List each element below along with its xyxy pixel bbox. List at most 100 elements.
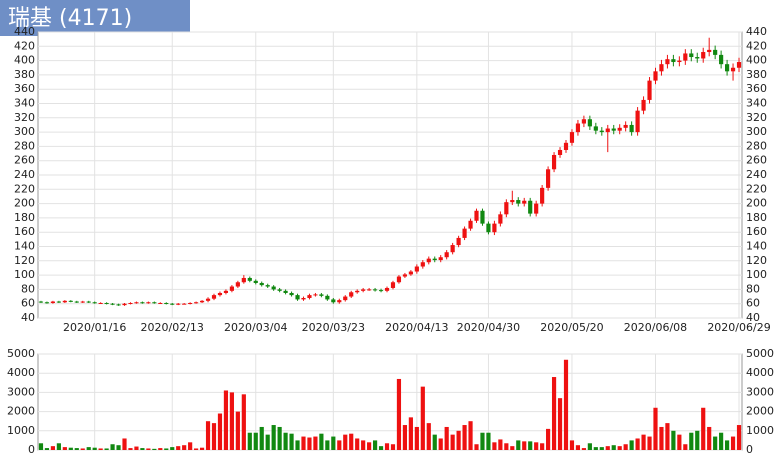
candle-body — [38, 301, 44, 303]
candle-body — [599, 130, 604, 133]
volume-tick-label-right: 1000 — [746, 424, 774, 437]
candle-body — [450, 245, 455, 253]
volume-bar — [557, 398, 563, 450]
candle-body — [319, 294, 324, 296]
volume-bar — [146, 448, 151, 450]
volume-bar — [277, 426, 282, 450]
y-tick-label: 220 — [14, 182, 35, 195]
candle-body — [325, 295, 330, 300]
x-tick-label: 2020/06/08 — [624, 321, 687, 334]
volume-bar — [498, 439, 503, 450]
candle-body — [444, 252, 449, 258]
candle-body — [713, 49, 718, 55]
volume-bar — [158, 448, 163, 450]
volume-bar — [259, 426, 264, 450]
volume-bar — [522, 441, 527, 450]
candle-body — [122, 303, 127, 306]
candle-body — [563, 142, 569, 150]
volume-bar — [438, 438, 443, 450]
volume-bar — [724, 440, 730, 450]
x-tick-label: 2020/05/20 — [540, 321, 603, 334]
candle-body — [164, 302, 169, 304]
y-tick-label-right: 60 — [746, 297, 760, 310]
candle-body — [402, 274, 408, 277]
candle-body — [659, 64, 664, 72]
candle-body — [384, 287, 390, 291]
volume-bar — [665, 423, 670, 450]
volume-bar — [104, 448, 109, 450]
volume-bar — [74, 448, 79, 450]
candle-body — [158, 302, 163, 304]
y-tick-label-right: 260 — [746, 154, 767, 167]
volume-bar — [444, 426, 449, 450]
candle-body — [372, 289, 378, 291]
y-tick-label: 300 — [14, 125, 35, 138]
candle-body — [229, 286, 234, 291]
y-tick-label-right: 180 — [746, 211, 767, 224]
candle-body — [456, 237, 461, 246]
volume-bar — [546, 428, 551, 450]
volume-bar — [420, 386, 425, 450]
volume-bar — [205, 421, 211, 450]
y-tick-label-right: 420 — [746, 39, 767, 52]
volume-tick-label: 4000 — [7, 366, 35, 379]
volume-bar — [188, 442, 193, 450]
candle-body — [331, 299, 336, 303]
volume-bar — [390, 444, 396, 450]
volume-bar — [211, 423, 217, 450]
candle-body — [199, 300, 205, 303]
candle-body — [277, 289, 282, 291]
candle-body — [653, 71, 658, 81]
candle-body — [98, 302, 103, 304]
volume-bar — [683, 444, 688, 450]
y-tick-label-right: 140 — [746, 240, 767, 253]
volume-bar — [247, 432, 252, 450]
candle-body — [104, 302, 109, 304]
candle-body — [116, 304, 121, 306]
volume-bar — [599, 447, 604, 450]
candle-body — [420, 262, 425, 267]
candle-body — [152, 302, 157, 304]
volume-tick-label-right: 2000 — [746, 405, 774, 418]
candle-body — [337, 300, 342, 303]
volume-bar — [534, 442, 539, 450]
volume-bar — [408, 417, 413, 450]
volume-bar — [647, 436, 652, 450]
volume-bar — [331, 436, 336, 450]
volume-bar — [68, 447, 73, 450]
y-tick-label-right: 240 — [746, 168, 767, 181]
volume-bar — [528, 441, 533, 450]
y-tick-label-right: 360 — [746, 82, 767, 95]
volume-bar — [62, 447, 67, 450]
volume-bar — [86, 447, 91, 450]
candle-body — [253, 280, 258, 283]
volume-bar — [713, 436, 718, 450]
y-tick-label: 420 — [14, 39, 35, 52]
candle-body — [367, 289, 372, 291]
volume-bar — [152, 448, 157, 450]
volume-bar — [635, 438, 640, 450]
candle-body — [683, 53, 688, 61]
candle-body — [438, 257, 443, 261]
candle-body — [486, 223, 491, 233]
volume-bar — [182, 445, 187, 450]
x-tick-label: 2020/06/29 — [707, 321, 770, 334]
y-tick-label-right: 120 — [746, 254, 767, 267]
volume-bar — [241, 394, 246, 450]
candle-body — [390, 282, 396, 288]
volume-tick-label: 3000 — [7, 385, 35, 398]
candle-body — [86, 301, 91, 303]
volume-bar — [492, 442, 497, 450]
candle-body — [492, 223, 497, 233]
candle-body — [271, 286, 276, 290]
volume-bar — [229, 392, 234, 450]
volume-bar — [695, 430, 700, 450]
y-tick-label: 60 — [21, 297, 35, 310]
candle-body — [182, 303, 187, 305]
y-tick-label-right: 40 — [746, 311, 760, 324]
volume-bar — [450, 434, 455, 450]
candle-body — [110, 303, 115, 305]
volume-bar — [140, 448, 145, 450]
candle-body — [462, 228, 467, 238]
